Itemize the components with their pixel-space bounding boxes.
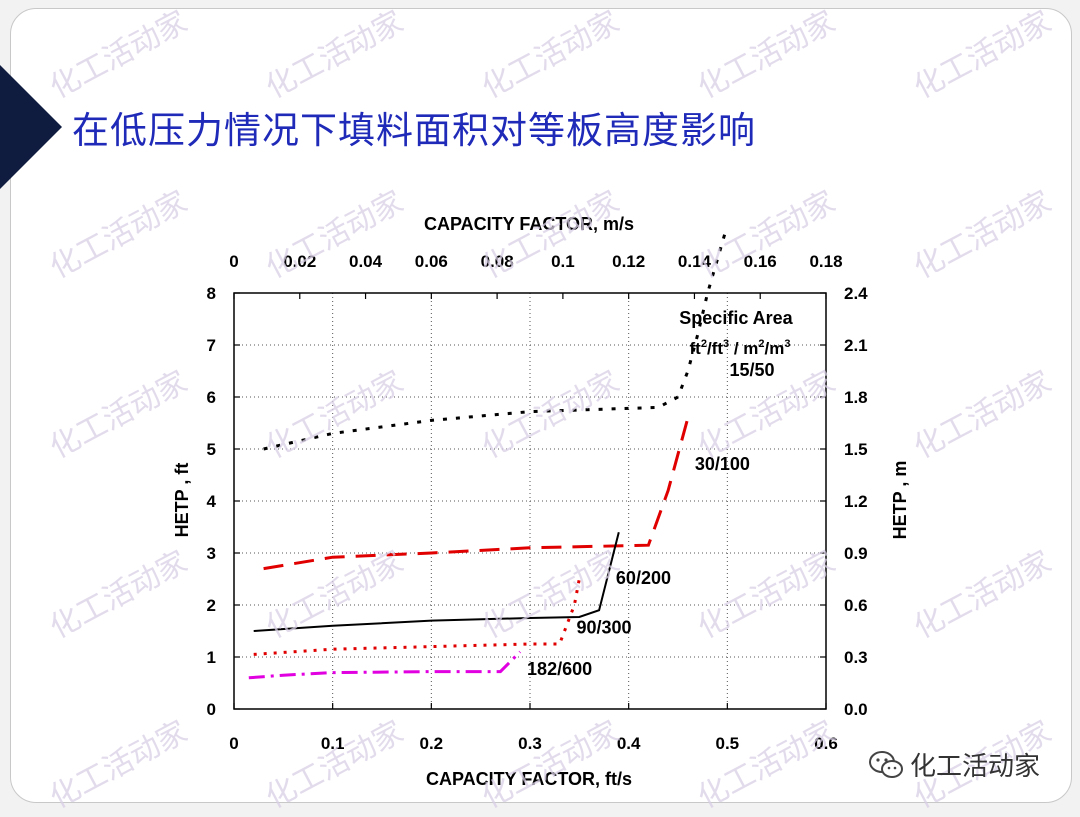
- y-left-tick-label: 2: [207, 596, 216, 615]
- brand-logo: 化工活动家: [868, 746, 1040, 783]
- x-top-tick-label: 0: [229, 252, 238, 271]
- chart-series: [248, 233, 727, 680]
- series-line-15-50: [263, 233, 727, 451]
- y-left-tick-label: 3: [207, 544, 216, 563]
- series-label: 60/200: [616, 568, 671, 588]
- x-bottom-tick-label: 0.2: [420, 734, 444, 753]
- x-top-tick-label: 0.14: [678, 252, 712, 271]
- y-left-tick-label: 6: [207, 388, 216, 407]
- series-label: 15/50: [729, 360, 774, 380]
- y-right-tick-label: 1.5: [844, 440, 868, 459]
- x-bottom-tick-label: 0.5: [716, 734, 740, 753]
- x-bottom-tick-label: 0.1: [321, 734, 345, 753]
- slide-title: 在低压力情况下填料面积对等板高度影响: [72, 109, 756, 152]
- y-right-tick-label: 0.9: [844, 544, 868, 563]
- x-top-tick-label: 0.04: [349, 252, 383, 271]
- y-left-tick-label: 0: [207, 700, 216, 719]
- x-top-tick-label: 0.12: [612, 252, 645, 271]
- series-line-90-300: [253, 578, 581, 656]
- y-left-tick-label: 5: [207, 440, 216, 459]
- chart-labels: 15/50 30/100 60/200 90/300 182/600: [527, 360, 774, 679]
- x-top-tick-label: 0.02: [283, 252, 316, 271]
- y-right-tick-label: 2.4: [844, 284, 868, 303]
- series-label: 30/100: [695, 454, 750, 474]
- series-line-182-600: [248, 650, 522, 680]
- x-bottom-tick-label: 0.6: [814, 734, 838, 753]
- series-label: 182/600: [527, 659, 592, 679]
- x-top-tick-label: 0.16: [744, 252, 777, 271]
- chart-ticks: 0 0.1 0.2 0.3 0.4 0.5 0.60 0.02 0.04 0.06 0.08 0.1 0…: [207, 252, 869, 753]
- y-right-tick-label: 1.2: [844, 492, 868, 511]
- x-top-tick-label: 0.06: [415, 252, 448, 271]
- y-left-axis-label: HETP , ft: [172, 463, 192, 538]
- x-top-axis-label: CAPACITY FACTOR, m/s: [424, 214, 634, 234]
- x-top-tick-label: 0.08: [481, 252, 514, 271]
- accent-triangle: [0, 65, 62, 189]
- y-left-tick-label: 1: [207, 648, 216, 667]
- chart-grid: [234, 293, 826, 709]
- y-right-tick-label: 0.0: [844, 700, 868, 719]
- series-label: 90/300: [576, 618, 631, 638]
- x-bottom-tick-label: 0.3: [518, 734, 542, 753]
- y-right-tick-label: 1.8: [844, 388, 868, 407]
- x-bottom-tick-label: 0.4: [617, 734, 641, 753]
- legend-title: Specific Area: [679, 308, 793, 328]
- y-right-tick-label: 2.1: [844, 336, 868, 355]
- x-top-tick-label: 0.18: [809, 252, 842, 271]
- x-bottom-tick-label: 0: [229, 734, 238, 753]
- accent-triangle-shape: [0, 65, 62, 189]
- y-right-tick-label: 0.3: [844, 648, 868, 667]
- y-left-tick-label: 8: [207, 284, 216, 303]
- x-bottom-axis-label: CAPACITY FACTOR, ft/s: [426, 769, 632, 789]
- x-top-tick-label: 0.1: [551, 252, 575, 271]
- y-right-axis-label: HETP , m: [890, 461, 910, 540]
- series-line-60-200: [253, 531, 620, 632]
- y-left-tick-label: 7: [207, 336, 216, 355]
- wechat-icon: [869, 750, 903, 778]
- brand-text: 化工活动家: [910, 752, 1041, 782]
- y-left-tick-label: 4: [207, 492, 217, 511]
- slide-frame: [10, 8, 1072, 803]
- series-line-30-100: [263, 417, 690, 571]
- legend-units: ft2/ft3 / m2/m3: [689, 338, 790, 358]
- y-right-tick-label: 0.6: [844, 596, 868, 615]
